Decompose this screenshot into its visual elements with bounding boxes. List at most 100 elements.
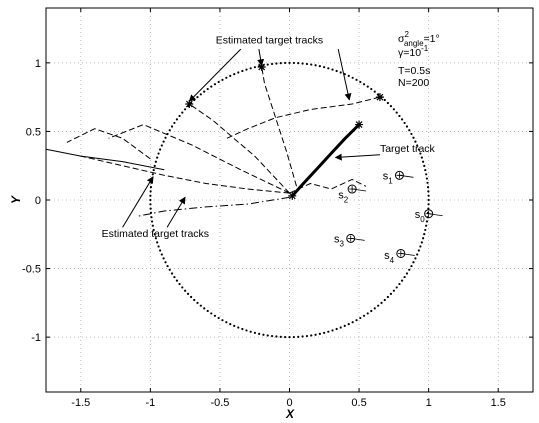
circle-dot <box>351 76 354 79</box>
circle-dot <box>351 321 354 324</box>
circle-dot <box>253 331 256 334</box>
circle-dot <box>331 68 334 71</box>
circle-dot <box>150 220 154 223</box>
sensor-label: s3 <box>334 234 345 249</box>
circle-dot <box>154 237 157 240</box>
circle-dot <box>270 62 274 66</box>
annotation-arrow <box>188 48 242 102</box>
circle-dot <box>190 295 193 299</box>
circle-dot <box>159 249 162 252</box>
circle-dot <box>426 185 430 189</box>
y-tick-label: 0 <box>35 195 41 207</box>
circle-dot <box>425 173 428 176</box>
circle-dot <box>310 63 313 66</box>
sensor-marker <box>394 170 404 180</box>
circle-dot <box>154 160 157 163</box>
circle-dot <box>170 125 174 128</box>
circle-dot <box>245 68 248 71</box>
circle-dot <box>184 108 187 111</box>
x-tick-label: 1.5 <box>491 397 506 409</box>
circle-dot <box>395 111 398 114</box>
circle-dot <box>414 257 417 260</box>
circle-dot <box>196 96 199 99</box>
sensor-label: s4 <box>384 250 395 265</box>
track-series <box>45 62 384 217</box>
sensor-index: 0 <box>420 215 425 224</box>
annotation-top: Estimated target tracks <box>216 35 323 47</box>
circle-dot <box>335 69 338 73</box>
circle-dot <box>417 249 420 252</box>
axis-ticks: -1.5 -1 -0.5 0 0.5 1 1.5 -1 -0.5 0 0.5 1 <box>22 8 533 409</box>
circle-dot <box>160 144 163 147</box>
sensor-index: 1 <box>388 176 393 185</box>
y-tick-label: -0.5 <box>22 264 41 276</box>
circle-dot <box>301 335 304 338</box>
track-endpoint-marker <box>185 100 194 108</box>
param-sigma: σ2 angle=1° <box>398 30 440 48</box>
circle-dot <box>233 73 236 76</box>
param-gamma: γ=10-1 <box>398 44 429 59</box>
circle-dot <box>398 282 401 286</box>
sensor-letter: s <box>334 234 340 246</box>
sensor-bearing <box>428 213 443 217</box>
circle-dot <box>217 80 220 84</box>
circle-dot <box>335 327 338 331</box>
circle-dot <box>168 129 171 132</box>
circle-dot <box>323 66 326 69</box>
circle-dot <box>305 334 309 338</box>
circle-dot <box>275 335 278 338</box>
circle-dot <box>249 67 252 70</box>
circle-dot <box>359 316 362 320</box>
circle-dot <box>284 61 287 65</box>
circle-dot <box>241 69 244 73</box>
circle-dot <box>425 177 429 180</box>
circle-dot <box>318 65 321 68</box>
y-tick-label: -1 <box>31 332 41 344</box>
circle-dot <box>150 181 153 184</box>
circle-dot <box>424 168 427 172</box>
circle-dot <box>417 148 420 151</box>
circle-dot <box>193 98 196 102</box>
annotation-arrows: Estimated target tracks Estimated target … <box>102 35 436 240</box>
circle-dot <box>427 190 430 193</box>
circle-dot <box>186 292 190 295</box>
circle-dot <box>275 62 278 65</box>
circle-dot <box>347 74 350 78</box>
estimated-track-line-9 <box>66 128 151 160</box>
sensor-label: s1 <box>383 170 394 185</box>
x-tick-label: -1 <box>145 397 155 409</box>
circle-dot <box>347 322 350 326</box>
circle-dot <box>150 216 153 219</box>
circle-dot <box>327 67 330 70</box>
circle-dot <box>153 164 156 167</box>
circle-dot <box>288 336 291 339</box>
circle-dot <box>301 62 304 65</box>
circle-dot <box>292 335 295 339</box>
circle-dot <box>297 62 300 65</box>
circle-dot <box>366 85 369 88</box>
circle-dot <box>284 335 287 339</box>
circle-dot <box>426 181 429 184</box>
circle-dot <box>159 148 162 151</box>
sensor-letter: s <box>383 170 389 182</box>
circle-dot <box>339 71 342 74</box>
circle-dot <box>420 156 423 159</box>
circle-dot <box>173 121 176 125</box>
circle-dot <box>416 144 419 147</box>
circle-dot <box>210 85 213 88</box>
circle-dot <box>331 329 334 332</box>
sensor-label: s0 <box>415 209 426 224</box>
annotation-arrow <box>334 153 380 161</box>
circle-dot <box>181 286 184 289</box>
x-axis-label: X <box>285 407 295 421</box>
circle-dot <box>206 87 209 91</box>
circle-dot <box>424 228 427 232</box>
circle-dot <box>314 64 317 67</box>
circle-dot <box>253 66 256 69</box>
circle-dot <box>386 101 389 105</box>
circle-dot <box>377 304 380 307</box>
circle-dot <box>203 90 206 93</box>
circle-dot <box>297 335 300 338</box>
circle-dot <box>279 335 282 338</box>
